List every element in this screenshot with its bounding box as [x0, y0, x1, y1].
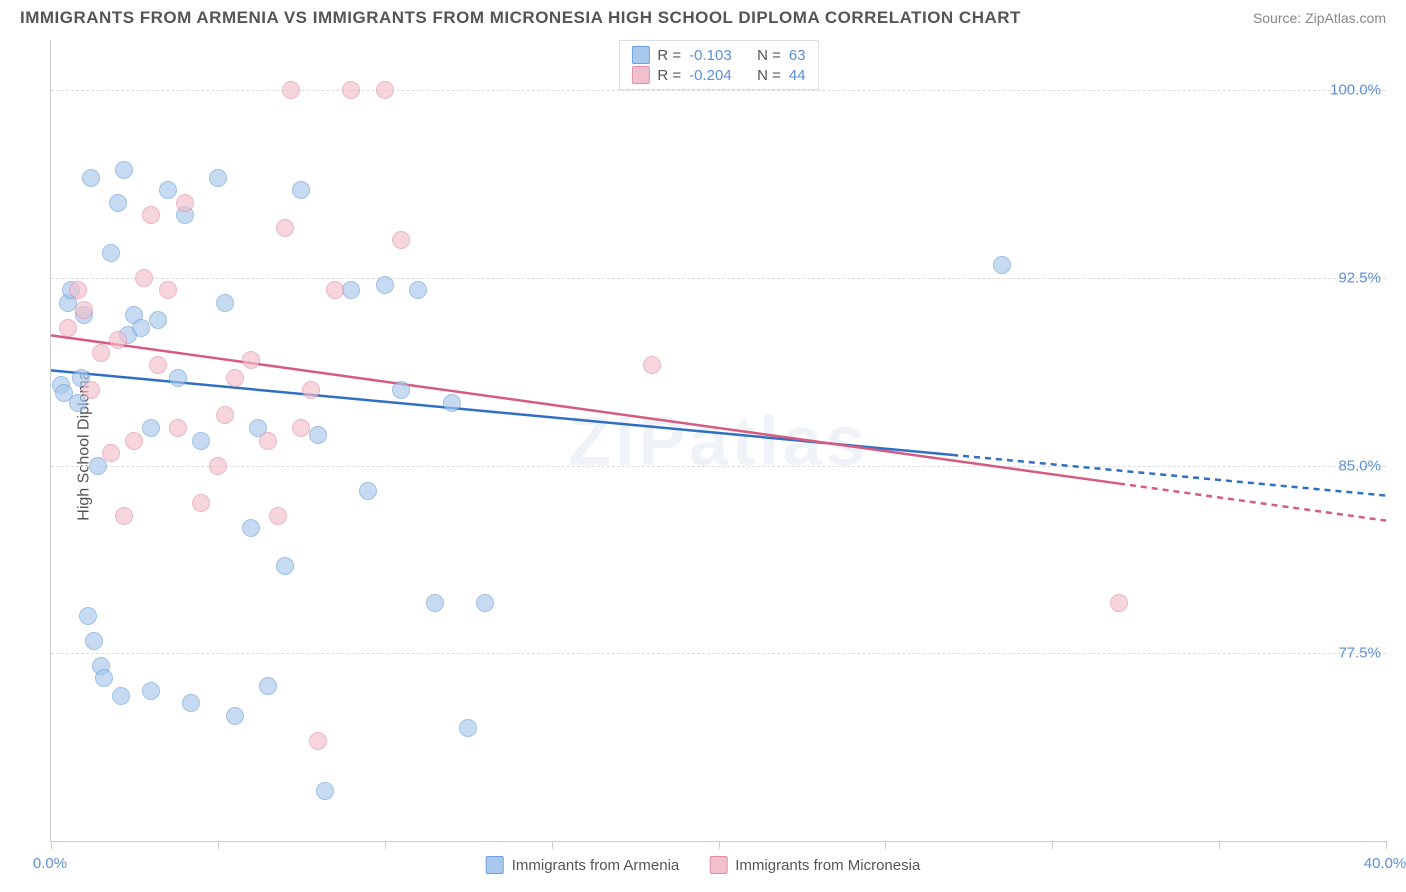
- scatter-point: [226, 369, 244, 387]
- scatter-point: [242, 519, 260, 537]
- chart-title: IMMIGRANTS FROM ARMENIA VS IMMIGRANTS FR…: [20, 8, 1021, 28]
- scatter-point: [316, 782, 334, 800]
- scatter-point: [302, 381, 320, 399]
- scatter-point: [142, 419, 160, 437]
- scatter-point: [1110, 594, 1128, 612]
- x-tick-label: 0.0%: [33, 855, 67, 872]
- scatter-point: [292, 419, 310, 437]
- scatter-point: [276, 219, 294, 237]
- scatter-point: [259, 677, 277, 695]
- scatter-point: [216, 294, 234, 312]
- x-tick: [1219, 841, 1220, 849]
- scatter-point: [82, 381, 100, 399]
- scatter-point: [282, 81, 300, 99]
- scatter-point: [115, 507, 133, 525]
- scatter-point: [79, 607, 97, 625]
- x-tick: [1052, 841, 1053, 849]
- scatter-point: [159, 181, 177, 199]
- scatter-point: [92, 344, 110, 362]
- scatter-point: [242, 351, 260, 369]
- y-tick-label: 85.0%: [1338, 457, 1381, 474]
- scatter-point: [392, 231, 410, 249]
- scatter-point: [476, 594, 494, 612]
- scatter-point: [115, 161, 133, 179]
- x-tick: [719, 841, 720, 849]
- scatter-point: [135, 269, 153, 287]
- y-tick-label: 100.0%: [1330, 82, 1381, 99]
- y-tick-label: 92.5%: [1338, 269, 1381, 286]
- scatter-point: [376, 81, 394, 99]
- scatter-point: [102, 444, 120, 462]
- scatter-point: [342, 81, 360, 99]
- legend-swatch: [486, 856, 504, 874]
- scatter-point: [109, 194, 127, 212]
- scatter-point: [142, 682, 160, 700]
- scatter-point: [182, 694, 200, 712]
- scatter-point: [459, 719, 477, 737]
- x-tick: [552, 841, 553, 849]
- scatter-point: [426, 594, 444, 612]
- scatter-point: [269, 507, 287, 525]
- scatter-point: [643, 356, 661, 374]
- scatter-point: [309, 426, 327, 444]
- scatter-point: [209, 457, 227, 475]
- chart-plot-area: ZIPatlas R =-0.103N =63R =-0.204N =44: [50, 40, 1386, 842]
- scatter-point: [169, 419, 187, 437]
- scatter-point: [149, 356, 167, 374]
- scatter-point: [192, 432, 210, 450]
- scatter-point: [443, 394, 461, 412]
- x-tick: [51, 841, 52, 849]
- scatter-point: [392, 381, 410, 399]
- scatter-point: [75, 301, 93, 319]
- scatter-point: [216, 406, 234, 424]
- scatter-point: [259, 432, 277, 450]
- scatter-point: [85, 632, 103, 650]
- legend-label: Immigrants from Micronesia: [735, 857, 920, 874]
- scatter-point: [176, 194, 194, 212]
- scatter-point: [376, 276, 394, 294]
- x-tick: [385, 841, 386, 849]
- scatter-point: [359, 482, 377, 500]
- scatter-point: [226, 707, 244, 725]
- trend-lines: [51, 40, 1386, 841]
- scatter-point: [102, 244, 120, 262]
- x-tick-label: 40.0%: [1364, 855, 1406, 872]
- source-attribution: Source: ZipAtlas.com: [1253, 10, 1386, 26]
- scatter-point: [159, 281, 177, 299]
- y-tick-label: 77.5%: [1338, 645, 1381, 662]
- scatter-point: [142, 206, 160, 224]
- scatter-point: [59, 319, 77, 337]
- scatter-point: [276, 557, 294, 575]
- scatter-point: [309, 732, 327, 750]
- legend-item: Immigrants from Micronesia: [709, 856, 920, 874]
- scatter-point: [149, 311, 167, 329]
- series-legend: Immigrants from Armenia Immigrants from M…: [486, 856, 921, 874]
- scatter-point: [342, 281, 360, 299]
- scatter-point: [169, 369, 187, 387]
- scatter-point: [69, 281, 87, 299]
- scatter-point: [993, 256, 1011, 274]
- scatter-point: [292, 181, 310, 199]
- x-tick: [1386, 841, 1387, 849]
- scatter-point: [409, 281, 427, 299]
- scatter-point: [125, 432, 143, 450]
- scatter-point: [192, 494, 210, 512]
- legend-swatch: [709, 856, 727, 874]
- legend-label: Immigrants from Armenia: [512, 857, 680, 874]
- scatter-point: [109, 331, 127, 349]
- scatter-point: [112, 687, 130, 705]
- scatter-point: [326, 281, 344, 299]
- scatter-point: [95, 669, 113, 687]
- scatter-point: [82, 169, 100, 187]
- legend-item: Immigrants from Armenia: [486, 856, 680, 874]
- x-tick: [218, 841, 219, 849]
- x-tick: [885, 841, 886, 849]
- scatter-point: [209, 169, 227, 187]
- scatter-point: [132, 319, 150, 337]
